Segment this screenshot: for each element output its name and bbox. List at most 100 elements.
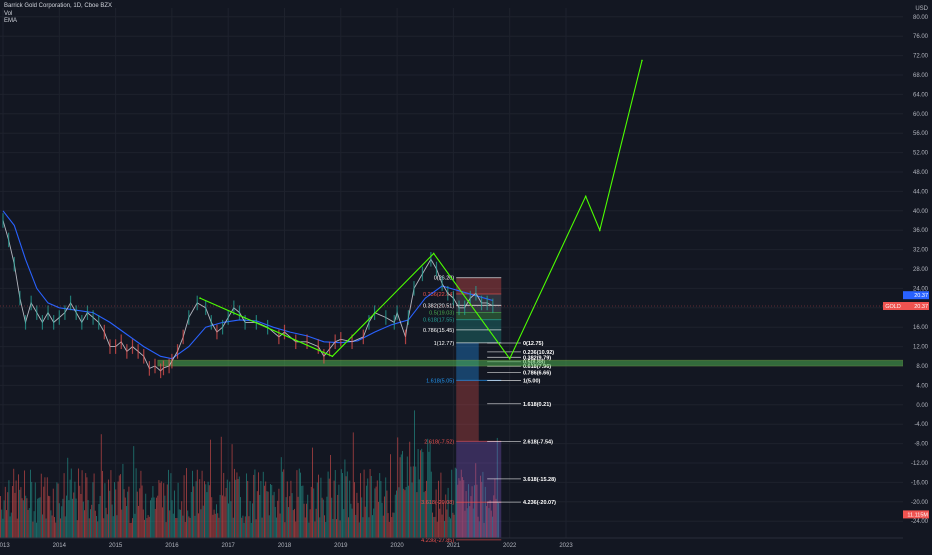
volume-bar [386, 490, 388, 538]
volume-bar [326, 496, 328, 538]
chart-legend: Barrick Gold Corporation, 1D, Cboe BZX V… [4, 3, 112, 26]
projection-vertex[interactable] [331, 355, 334, 358]
fib-right-label: 4.236(-20.07) [523, 500, 556, 506]
fib-zone-teal [456, 319, 502, 343]
volume-bar [229, 481, 231, 538]
projection-vertex[interactable] [641, 59, 643, 62]
volume-bar [316, 482, 318, 538]
support-zone [157, 359, 904, 367]
volume-bar [55, 522, 57, 538]
volume-bar [256, 491, 258, 538]
volume-bar [25, 495, 27, 538]
volume-bar [226, 479, 228, 538]
volume-bar [232, 517, 234, 538]
volume-bar [144, 519, 145, 538]
volume-bar [428, 451, 430, 538]
fib-left-label: 4.236(-27.85) [421, 538, 454, 544]
volume-bar [384, 496, 385, 538]
volume-bar [364, 506, 366, 538]
volume-bar [498, 502, 499, 538]
volume-bar [98, 504, 100, 538]
volume-bar [366, 485, 367, 538]
volume-bar [486, 506, 487, 538]
volume-bar [242, 515, 244, 538]
volume-bar [277, 500, 279, 538]
projection-vertex[interactable] [598, 229, 601, 231]
price-axis-label: 0.00 [916, 403, 928, 409]
fib-right-label: 0.382(9.79) [523, 355, 551, 361]
volume-bar [93, 473, 95, 538]
volume-bar [66, 495, 67, 538]
volume-bar [27, 509, 29, 538]
volume-bar [344, 459, 346, 538]
price-axis[interactable] [903, 0, 932, 550]
volume-bar [159, 482, 161, 538]
volume-bar [429, 442, 431, 538]
volume-bar [352, 432, 354, 538]
price-axis-label: 40.00 [913, 209, 929, 215]
volume-bar [60, 518, 61, 538]
volume-bar [438, 480, 439, 538]
volume-bar [409, 441, 411, 538]
volume-bar [52, 488, 54, 538]
projection-vertex[interactable] [584, 195, 587, 198]
fib-right-label: 0.618(7.96) [523, 364, 551, 370]
volume-bar [410, 466, 412, 538]
volume-bar [164, 495, 166, 538]
volume-bar [34, 482, 36, 538]
volume-bar [276, 517, 277, 538]
volume-bar [464, 510, 466, 538]
volume-bar [132, 518, 133, 538]
price-axis-label: 52.00 [913, 151, 929, 157]
volume-bar [462, 477, 463, 538]
volume-bar [103, 518, 105, 538]
volume-bar [295, 521, 297, 538]
volume-bar [184, 522, 186, 538]
projection-vertex[interactable] [432, 252, 435, 255]
volume-bar [320, 477, 322, 538]
series-gold-line [2, 220, 494, 372]
projection-path[interactable] [199, 60, 643, 360]
volume-bar [469, 506, 471, 538]
volume-bar [265, 481, 267, 538]
volume-bar [321, 497, 323, 538]
volume-bar [312, 447, 313, 538]
fib-left-label: 2.618(-7.52) [424, 439, 454, 445]
volume-bar [64, 516, 66, 538]
price-tag-bg [903, 510, 929, 519]
volume-bar [9, 516, 11, 538]
ema-indicator-label[interactable]: EMA [4, 18, 18, 24]
volume-bar [16, 518, 18, 538]
projection-vertex[interactable] [199, 297, 201, 299]
volume-bar [360, 473, 361, 538]
volume-bar [92, 482, 94, 538]
volume-bar [90, 509, 91, 538]
volume-bar [392, 512, 394, 538]
volume-bar [88, 518, 90, 538]
volume-bar [282, 471, 283, 538]
volume-bar [440, 472, 442, 538]
volume-bar [141, 485, 143, 538]
volume-bar [390, 454, 391, 538]
fib-ext-red [456, 380, 479, 442]
series-ema-line [2, 210, 493, 360]
volume-bar [114, 482, 115, 538]
volume-bar [273, 491, 275, 538]
volume-bar [10, 512, 12, 538]
volume-bar [423, 492, 425, 538]
volume-bar [192, 470, 193, 538]
volume-bar [152, 486, 154, 538]
volume-bar [91, 504, 93, 538]
time-axis-label: 2013 [0, 543, 10, 549]
symbol-title[interactable]: Barrick Gold Corporation, 1D, Cboe BZX [4, 3, 113, 9]
volume-indicator-label[interactable]: Vol [4, 10, 13, 17]
volume-bar [260, 481, 262, 538]
price-axis-label: 72.00 [913, 54, 929, 60]
volume-bar [280, 457, 282, 538]
volume-bar [451, 469, 453, 538]
volume-bar [177, 482, 179, 538]
volume-bar [348, 517, 349, 538]
projection-vertex[interactable] [508, 357, 511, 360]
